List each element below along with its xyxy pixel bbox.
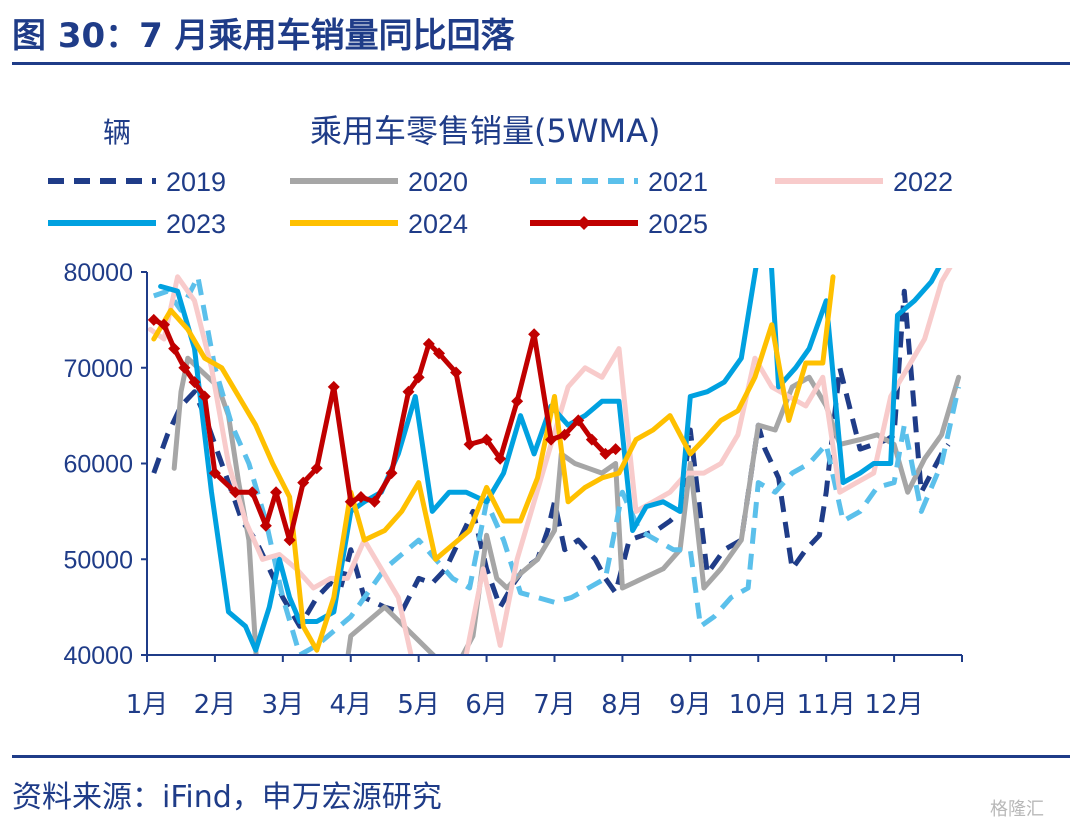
y-axis-unit-label: 辆	[103, 116, 131, 149]
data-point-2025	[511, 395, 524, 408]
legend-label: 2020	[408, 167, 468, 197]
x-tick-label: 11月	[797, 690, 856, 720]
series-line-2024	[151, 274, 836, 653]
y-tick-label: 80000	[63, 259, 133, 287]
title-rule	[12, 62, 1070, 65]
data-point-2025	[494, 452, 507, 465]
legend-label: 2021	[648, 167, 708, 197]
x-tick-label: 4月	[329, 690, 372, 720]
axes: 40000 50000 60000 70000 80000 1月 2月 3月 4月 5月 6月 7月 8…	[63, 259, 963, 720]
legend-label: 2019	[166, 167, 226, 197]
y-tick-label: 40000	[63, 642, 133, 670]
data-point-2025	[354, 491, 367, 504]
data-point-2025	[270, 486, 283, 499]
data-point-2025	[463, 438, 476, 451]
series-line-2023	[158, 268, 942, 653]
data-point-2025	[283, 534, 296, 547]
data-point-2025	[558, 428, 571, 441]
figure-title: 图 30：7 月乘用车销量同比回落	[12, 16, 515, 56]
x-tick-label: 6月	[465, 690, 508, 720]
data-point-2025	[545, 433, 558, 446]
legend-marker	[577, 216, 591, 230]
data-point-2025	[229, 486, 242, 499]
chart-title: 乘用车零售销量(5WMA)	[310, 112, 660, 150]
data-point-2025	[297, 476, 310, 489]
legend-item-2020: 2020	[290, 167, 468, 197]
data-point-2025	[433, 347, 446, 360]
y-tick-label: 70000	[63, 355, 133, 383]
legend: 2019 2020 2021 2022 2023 2024 2025	[48, 167, 953, 239]
x-tick-label: 2月	[194, 690, 237, 720]
data-point-2025	[327, 380, 340, 393]
data-point-2025	[385, 467, 398, 480]
source-note: 资料来源：iFind，申万宏源研究	[12, 780, 442, 815]
data-point-2025	[310, 462, 323, 475]
series-line-2019	[151, 288, 951, 629]
data-point-2025	[188, 376, 201, 389]
data-point-2025	[412, 371, 425, 384]
legend-label: 2022	[893, 167, 953, 197]
watermark-logo: 格隆汇	[990, 799, 1044, 820]
x-tick-label: 3月	[262, 690, 305, 720]
data-point-2025	[259, 519, 272, 532]
x-tick-label: 7月	[533, 690, 576, 720]
y-tick-label: 50000	[63, 546, 133, 574]
data-point-2025	[157, 318, 170, 331]
legend-item-2019: 2019	[48, 167, 226, 197]
data-point-2025	[147, 313, 160, 326]
legend-item-2022: 2022	[775, 167, 953, 197]
legend-item-2021: 2021	[530, 167, 708, 197]
data-point-2025	[368, 495, 381, 508]
series-layer	[147, 268, 962, 655]
data-point-2025	[198, 390, 211, 403]
data-point-2025	[168, 342, 181, 355]
data-point-2025	[609, 443, 622, 456]
data-point-2025	[344, 495, 357, 508]
data-point-2025	[528, 328, 541, 341]
legend-item-2025: 2025	[530, 209, 708, 239]
data-point-2025	[585, 433, 598, 446]
series-line-2021	[152, 274, 962, 655]
x-tick-label: 12月	[865, 690, 924, 720]
data-point-2025	[599, 447, 612, 460]
legend-label: 2023	[166, 209, 226, 239]
series-line-2020	[171, 355, 962, 655]
legend-item-2023: 2023	[48, 209, 226, 239]
legend-label: 2024	[408, 209, 468, 239]
y-tick-label: 60000	[63, 451, 133, 479]
legend-item-2024: 2024	[290, 209, 468, 239]
line-chart: 2019 2020 2021 2022 2023 2024 2025 辆 乘用车零售销量(5…	[48, 112, 963, 720]
x-tick-label: 5月	[397, 690, 440, 720]
x-tick-label: 8月	[601, 690, 644, 720]
footer-rule	[12, 755, 1070, 758]
x-tick-label: 10月	[729, 690, 788, 720]
data-point-2025	[208, 467, 221, 480]
data-point-2025	[402, 385, 415, 398]
x-tick-label: 1月	[126, 690, 169, 720]
data-point-2025	[450, 366, 463, 379]
data-point-2025	[480, 433, 493, 446]
data-point-2025	[572, 414, 585, 427]
data-point-2025	[422, 337, 435, 350]
data-point-2025	[246, 486, 259, 499]
x-tick-label: 9月	[669, 690, 712, 720]
legend-label: 2025	[648, 209, 708, 239]
data-point-2025	[178, 361, 191, 374]
